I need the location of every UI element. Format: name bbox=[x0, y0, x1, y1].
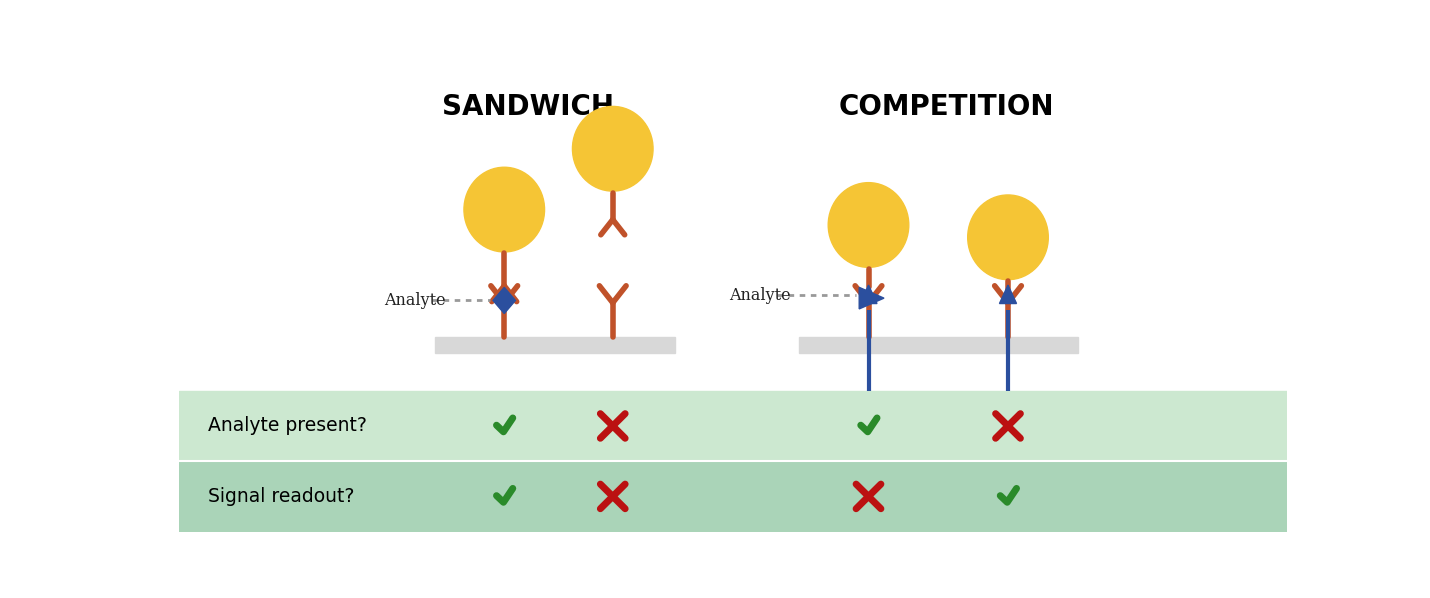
Text: SANDWICH: SANDWICH bbox=[442, 93, 613, 121]
Bar bbox=[435, 337, 675, 353]
Ellipse shape bbox=[968, 195, 1048, 280]
Text: COMPETITION: COMPETITION bbox=[838, 93, 1054, 121]
Text: Analyte present?: Analyte present? bbox=[209, 416, 368, 435]
Text: Analyte: Analyte bbox=[385, 292, 446, 309]
Ellipse shape bbox=[828, 182, 909, 267]
Bar bbox=[179, 460, 1287, 532]
Polygon shape bbox=[859, 285, 877, 304]
Text: Analyte: Analyte bbox=[729, 286, 791, 304]
Ellipse shape bbox=[463, 167, 545, 252]
Polygon shape bbox=[859, 288, 884, 309]
Polygon shape bbox=[493, 288, 515, 313]
Text: Signal readout?: Signal readout? bbox=[209, 487, 355, 506]
Ellipse shape bbox=[572, 106, 654, 191]
Bar bbox=[799, 337, 1078, 353]
Polygon shape bbox=[1000, 285, 1017, 304]
Bar bbox=[179, 391, 1287, 460]
